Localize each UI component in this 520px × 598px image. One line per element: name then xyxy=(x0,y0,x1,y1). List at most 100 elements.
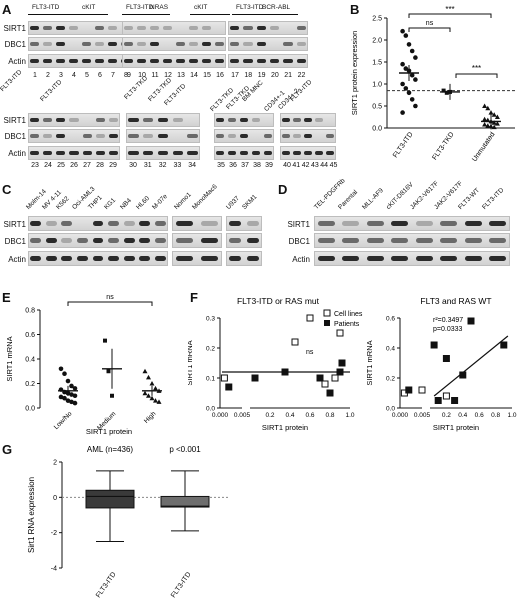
panel-a-top-2-2-membrane xyxy=(228,54,308,68)
panel-a-top-1-1-band xyxy=(201,41,212,47)
panel-a-bot-1-0-band xyxy=(143,117,154,123)
panel-a-bot-2-2-band xyxy=(251,150,261,156)
lane-number: 33 xyxy=(173,162,182,169)
panel-d-1-band xyxy=(464,238,482,244)
panel-a-top-0-0-band xyxy=(107,25,118,31)
panel-c-0-1-band xyxy=(123,238,135,244)
lane-number: 40 xyxy=(283,162,291,169)
sig-label: ns xyxy=(426,20,434,27)
panel-a-bot-3-0-band xyxy=(281,117,290,123)
lane-number: 20 xyxy=(270,72,279,79)
sig-bracket xyxy=(408,27,451,32)
lane-number: 36 xyxy=(229,162,237,169)
group-label: BCR-ABL xyxy=(262,4,291,11)
panel-a-bot-1-1-band xyxy=(143,133,154,139)
panel-c-0-1-band xyxy=(45,238,57,244)
panel-a-top-0-2-band xyxy=(81,58,92,64)
panel-a-bot-0-1-membrane xyxy=(28,129,120,143)
panel-d-0-band xyxy=(415,221,433,227)
y-axis-title: SIRT1 protein expression xyxy=(350,31,359,116)
left-x-tick-label: 1.0 xyxy=(345,412,354,419)
panel-a-bot-2-0-band xyxy=(215,117,225,123)
panel-a-top-1-2-membrane xyxy=(122,54,226,68)
left-data-point xyxy=(316,374,324,382)
row-label-sirt1: SIRT1 xyxy=(287,220,310,229)
header-right: p <0.001 xyxy=(169,445,201,454)
panel-a-bot-0-1-band xyxy=(56,133,66,139)
panel-d-0-band xyxy=(317,221,335,227)
panel-d-1-membrane xyxy=(314,233,510,248)
left-data-point xyxy=(326,389,334,397)
row-label-dbc1: DBC1 xyxy=(4,40,26,49)
panel-a-top-1-0-band xyxy=(201,25,212,31)
lane-number: 43 xyxy=(310,162,319,169)
cell-line-label: MLL-AF9 xyxy=(361,187,385,211)
panel-a-bot-1-0-band xyxy=(128,117,139,123)
legend-label: Patients xyxy=(334,321,360,328)
lane-number: 6 xyxy=(98,72,102,79)
left-data-point xyxy=(306,314,314,322)
row-label-actin: Actin xyxy=(8,149,26,158)
panel-c-0-0-band xyxy=(139,221,151,227)
cell-line-label: M-07e xyxy=(151,193,170,211)
panel-a-bot-2-1-band xyxy=(263,133,273,139)
panel-a-top-1-1-band xyxy=(136,41,147,47)
panel-d-2-band xyxy=(366,256,384,262)
sig-bracket xyxy=(408,13,492,18)
panel-a-top-1-0-band xyxy=(149,25,160,31)
panel-c-0-0-band xyxy=(61,221,73,227)
panel-d-1-band xyxy=(317,238,335,244)
panel-a-top-2-0-band xyxy=(230,25,240,31)
data-point xyxy=(403,33,409,38)
right-data-point xyxy=(467,317,475,325)
row-label-actin: Actin xyxy=(8,255,26,264)
panel-a-bot-1-2-band xyxy=(157,150,169,156)
y-tick-label: 1.5 xyxy=(372,60,382,67)
panel-c-0-1-band xyxy=(30,238,42,244)
panel-a-top-2-1-band xyxy=(296,41,306,47)
panel-c-2-2-band xyxy=(228,256,242,262)
y-tick-label: 0.6 xyxy=(25,332,35,339)
x-tick-label: High xyxy=(143,410,158,425)
lane-number: 17 xyxy=(231,72,239,79)
y-tick-label: -4 xyxy=(51,566,57,573)
panel-a-bot-0-0-band xyxy=(56,117,66,123)
panel-a-top-1-2-band xyxy=(162,58,173,64)
right-data-point xyxy=(442,355,450,362)
panel-a-bot-3-1-band xyxy=(292,133,301,139)
panel-a-bot-3-0-band xyxy=(315,117,324,123)
left-x-tick-label: 0.2 xyxy=(265,412,274,419)
data-point xyxy=(62,395,67,401)
panel-a-bot-0-1-band xyxy=(108,133,119,139)
data-point xyxy=(488,110,494,115)
panel-g-label: G xyxy=(2,442,13,457)
panel-a-bot-0-1-band xyxy=(43,133,53,139)
x-tick-label: Unmutated xyxy=(471,131,496,163)
lane-number: 35 xyxy=(217,162,225,169)
lane-number: 13 xyxy=(177,72,185,79)
lane-number: 39 xyxy=(265,162,273,169)
panel-a-top-1-2-band xyxy=(188,58,199,64)
panel-a-top-0-1-band xyxy=(107,41,118,47)
panel-a-bot-0-2-band xyxy=(69,150,79,156)
panel-a-top-2-2-band xyxy=(296,58,306,64)
panel-a-top-0-2-band xyxy=(42,58,53,64)
sig-bracket xyxy=(67,301,153,306)
panel-a-top-0-1-band xyxy=(55,41,66,47)
lane-number: 21 xyxy=(284,72,293,79)
panel-a-top-1-1-band xyxy=(214,41,225,47)
data-point xyxy=(149,395,155,401)
group-bar xyxy=(258,14,298,15)
panel-c-label: C xyxy=(2,182,12,197)
data-point xyxy=(400,61,405,67)
panel-a-bot-1-2-band xyxy=(143,150,154,156)
panel-a-bot-2-2-band xyxy=(215,150,225,156)
data-point xyxy=(491,112,497,117)
data-point xyxy=(406,42,412,47)
panel-d-0-membrane xyxy=(314,216,510,231)
panel-d-1-band xyxy=(391,238,409,244)
right-stat-p: p=0.0333 xyxy=(433,326,462,333)
panel-a-top-0-1-band xyxy=(81,41,92,47)
panel-c-0-1-band xyxy=(61,238,73,244)
panel-a-top-0-2-band xyxy=(68,58,79,64)
